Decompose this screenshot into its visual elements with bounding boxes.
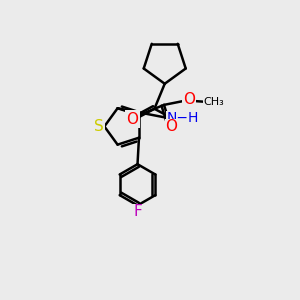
Text: O: O	[183, 92, 195, 106]
Text: F: F	[133, 204, 142, 219]
Text: O: O	[165, 119, 177, 134]
Text: S: S	[94, 119, 104, 134]
Text: CH₃: CH₃	[203, 97, 224, 107]
Text: N−H: N−H	[166, 112, 199, 125]
Text: O: O	[126, 112, 138, 127]
